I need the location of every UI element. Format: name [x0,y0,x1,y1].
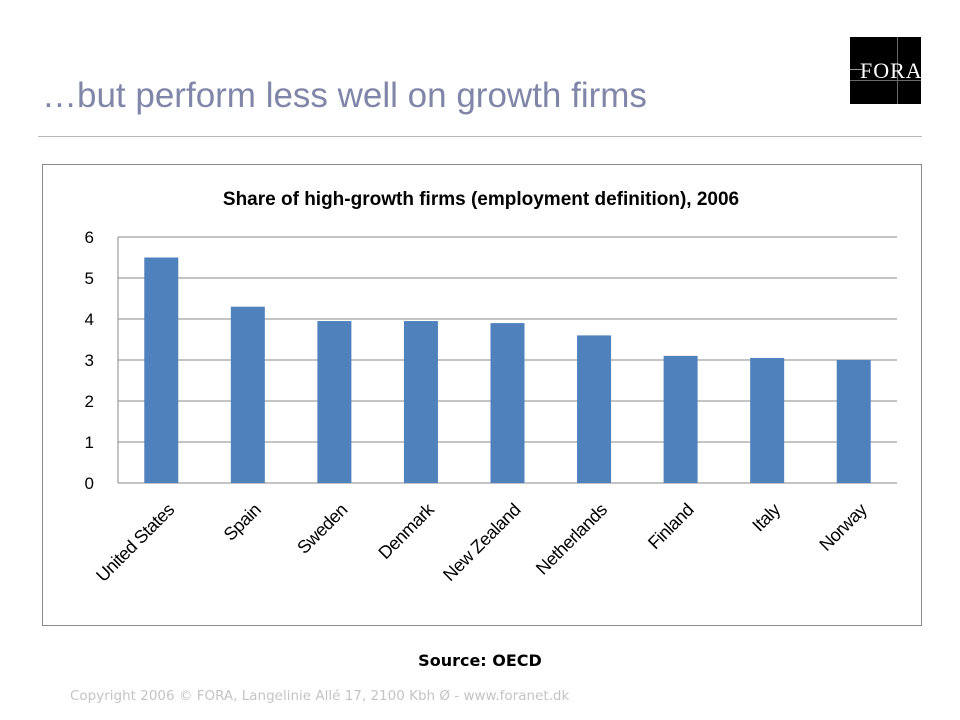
bar [230,306,265,483]
x-tick-label: United States [92,499,178,585]
x-tick-label: Finland [644,500,697,553]
logo-text: FORA [860,58,923,83]
bar [317,321,352,483]
y-tick-label: 5 [85,269,94,288]
title-divider [38,136,922,137]
bar [750,357,785,483]
x-tick-label: New Zealand [439,500,524,585]
x-tick-label: Sweden [293,500,351,558]
bar-chart: Share of high-growth firms (employment d… [85,189,897,586]
y-tick-label: 4 [85,310,94,329]
chart-frame: Share of high-growth firms (employment d… [42,164,922,626]
bar [663,355,698,483]
slide-title: …but perform less well on growth firms [42,76,647,115]
fora-logo: FORA [850,37,923,104]
bar [144,257,179,483]
x-tick-label: Spain [220,500,265,545]
y-tick-label: 1 [85,433,94,452]
bar [403,321,438,483]
copyright-footer: Copyright 2006 © FORA, Langelinie Allé 1… [70,688,570,704]
x-tick-label: Denmark [374,499,438,563]
bar [836,360,871,483]
chart-title: Share of high-growth firms (employment d… [223,189,739,210]
source-note: Source: OECD [418,651,542,670]
x-tick-label: Netherlands [532,499,611,578]
y-tick-label: 6 [85,228,94,247]
y-tick-label: 3 [85,351,94,370]
bar [577,335,612,483]
bar [490,323,525,483]
y-tick-label: 2 [85,392,94,411]
y-tick-label: 0 [85,474,94,493]
x-tick-label: Norway [815,499,871,555]
x-tick-label: Italy [748,499,784,535]
